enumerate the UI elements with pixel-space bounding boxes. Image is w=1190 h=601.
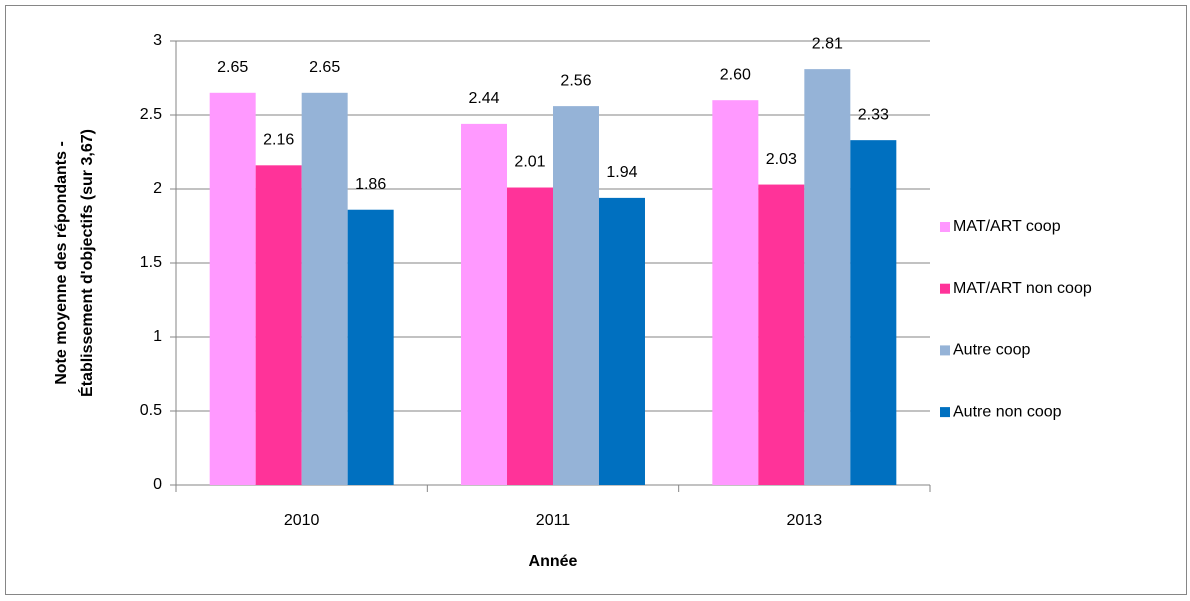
legend-label: Autre non coop bbox=[953, 403, 1062, 420]
x-tick-label: 2011 bbox=[536, 512, 571, 529]
bar bbox=[553, 106, 599, 486]
data-label: 2.56 bbox=[560, 72, 591, 89]
y-tick-label: 0.5 bbox=[140, 402, 162, 419]
legend-label: Autre coop bbox=[953, 342, 1030, 359]
data-label: 2.81 bbox=[812, 35, 843, 52]
bar bbox=[598, 197, 645, 485]
y-tick-label: 2 bbox=[153, 180, 162, 197]
legend: MAT/ART coop MAT/ART non coop Autre coop Au… bbox=[940, 218, 1092, 420]
bar bbox=[804, 69, 851, 486]
x-tick-label: 2010 bbox=[284, 512, 320, 529]
legend-swatch bbox=[940, 283, 950, 294]
y-tick-label: 1.5 bbox=[140, 254, 162, 271]
legend-label: MAT/ART coop bbox=[953, 218, 1061, 235]
bar bbox=[758, 184, 805, 485]
legend-swatch bbox=[940, 407, 950, 418]
bar bbox=[255, 165, 302, 485]
data-label: 2.65 bbox=[217, 59, 248, 76]
data-label: 2.44 bbox=[468, 90, 499, 107]
data-label: 2.03 bbox=[766, 151, 797, 168]
bar bbox=[507, 187, 553, 485]
legend-label: MAT/ART non coop bbox=[953, 280, 1092, 297]
x-axis-title: Année bbox=[529, 553, 578, 570]
y-tick-label: 0 bbox=[153, 476, 162, 493]
data-label: 2.60 bbox=[720, 66, 751, 83]
y-tick-label: 1 bbox=[153, 328, 162, 345]
data-label: 2.01 bbox=[514, 154, 545, 171]
data-label: 2.33 bbox=[858, 106, 889, 123]
x-tick-label: 2013 bbox=[787, 512, 823, 529]
data-label: 1.86 bbox=[355, 176, 386, 193]
y-tick-label: 3 bbox=[153, 32, 162, 49]
y-axis-title: Note moyenne des répondants - bbox=[53, 141, 70, 385]
bar bbox=[209, 92, 256, 486]
legend-swatch bbox=[940, 222, 950, 232]
bar bbox=[461, 123, 508, 485]
bar bbox=[850, 140, 897, 485]
data-label: 2.65 bbox=[309, 59, 340, 76]
legend-swatch bbox=[940, 345, 950, 356]
data-label: 1.94 bbox=[606, 164, 637, 181]
y-axis-title: Établissement d'objectifs (sur 3,67) bbox=[77, 129, 96, 397]
bar bbox=[301, 92, 348, 486]
y-tick-label: 2.5 bbox=[140, 106, 162, 123]
data-label: 2.16 bbox=[263, 132, 294, 149]
bar bbox=[712, 100, 759, 485]
bar bbox=[347, 209, 394, 485]
